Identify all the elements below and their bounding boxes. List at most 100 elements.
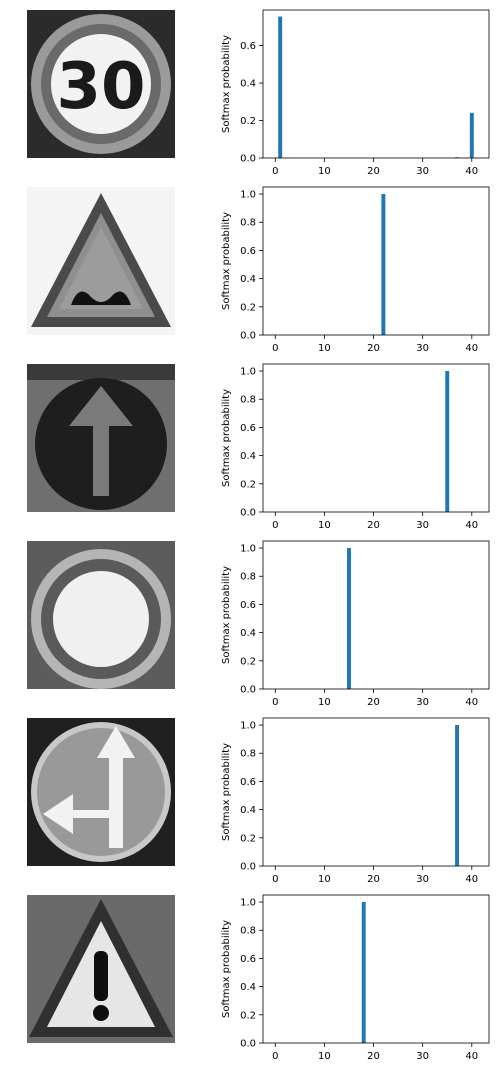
x-tick-label: 10 xyxy=(318,874,331,884)
x-tick-label: 0 xyxy=(272,166,278,176)
bar xyxy=(381,194,386,335)
y-tick-label: 0.0 xyxy=(240,862,256,873)
y-tick-label: 0.2 xyxy=(240,833,256,844)
y-tick-label: 1.0 xyxy=(240,544,256,555)
y-tick-label: 0.8 xyxy=(240,572,256,583)
go-straight-or-left-sign-image xyxy=(27,718,175,866)
y-tick-label: 0.6 xyxy=(240,41,256,52)
y-tick-label: 0.6 xyxy=(240,246,256,257)
general-caution-sign-image xyxy=(27,895,175,1043)
x-tick-label: 30 xyxy=(416,166,429,176)
x-tick-label: 30 xyxy=(416,1051,429,1061)
x-tick-label: 20 xyxy=(367,166,380,176)
bumpy-road-icon xyxy=(27,187,175,335)
x-tick-label: 40 xyxy=(465,874,478,884)
x-tick-label: 40 xyxy=(465,520,478,530)
no-vehicles-icon xyxy=(27,541,175,689)
y-tick-label: 0.6 xyxy=(240,423,256,434)
speed-limit-30-sign-image: 30 xyxy=(27,10,175,158)
x-tick-label: 40 xyxy=(465,343,478,353)
y-tick-label: 1.0 xyxy=(240,367,256,378)
x-tick-label: 20 xyxy=(367,343,380,353)
y-tick-label: 0.8 xyxy=(240,218,256,229)
speed-limit-30-icon: 30 xyxy=(27,10,175,158)
y-tick-label: 1.0 xyxy=(240,190,256,201)
chart-3: 0 10 20 30 40 0.0 0.2 0.4 0.6 0.8 1.0 Softmax proba… xyxy=(215,360,495,531)
no-vehicles-sign-image xyxy=(27,541,175,689)
y-axis-label: Softmax probability xyxy=(221,35,232,133)
y-axis-label: Softmax probability xyxy=(221,743,232,841)
axes-frame xyxy=(262,363,490,513)
softmax-bar-chart-2: 0 10 20 30 40 0.0 0.2 0.4 0.6 0.8 1.0 Softmax proba… xyxy=(221,186,490,354)
y-tick-label: 0.4 xyxy=(240,451,256,462)
bar xyxy=(445,371,450,512)
y-tick-label: 0.4 xyxy=(240,982,256,993)
bumpy-road-sign-image xyxy=(27,187,175,335)
y-tick-label: 0.4 xyxy=(240,274,256,285)
axes-frame xyxy=(262,186,490,336)
y-tick-label: 0.4 xyxy=(240,805,256,816)
chart-5: 0 10 20 30 40 0.0 0.2 0.4 0.6 0.8 1.0 Softmax proba… xyxy=(215,714,495,885)
x-tick-label: 20 xyxy=(367,520,380,530)
chart-1: 0 10 20 30 40 0.0 0.2 0.4 0.6 Softmax probability xyxy=(215,6,495,177)
bar xyxy=(361,902,366,1043)
y-tick-label: 0.2 xyxy=(240,302,256,313)
softmax-bar-chart-5: 0 10 20 30 40 0.0 0.2 0.4 0.6 0.8 1.0 Softmax proba… xyxy=(221,717,490,885)
x-tick-label: 30 xyxy=(416,520,429,530)
y-tick-label: 0.6 xyxy=(240,600,256,611)
general-caution-icon xyxy=(27,895,175,1043)
y-axis-label: Softmax probability xyxy=(221,212,232,310)
x-tick-label: 0 xyxy=(272,343,278,353)
bar xyxy=(347,548,351,689)
x-tick-label: 30 xyxy=(416,697,429,707)
y-tick-label: 0.6 xyxy=(240,954,256,965)
chart-4: 0 10 20 30 40 0.0 0.2 0.4 0.6 0.8 1.0 Softmax proba… xyxy=(215,537,495,708)
x-tick-label: 40 xyxy=(465,697,478,707)
svg-text:30: 30 xyxy=(56,50,145,124)
x-tick-label: 10 xyxy=(318,166,331,176)
y-tick-label: 0.0 xyxy=(240,508,256,519)
x-tick-label: 10 xyxy=(318,697,331,707)
y-tick-label: 0.2 xyxy=(240,479,256,490)
axes-frame xyxy=(262,540,490,690)
x-tick-label: 20 xyxy=(367,697,380,707)
x-tick-label: 10 xyxy=(318,343,331,353)
x-tick-label: 10 xyxy=(318,1051,331,1061)
ahead-only-icon xyxy=(27,364,175,512)
y-tick-label: 0.2 xyxy=(240,1010,256,1021)
y-tick-label: 0.0 xyxy=(240,154,256,165)
chart-2: 0 10 20 30 40 0.0 0.2 0.4 0.6 0.8 1.0 Softmax proba… xyxy=(215,183,495,354)
y-axis-label: Softmax probability xyxy=(221,920,232,1018)
bar xyxy=(278,16,283,158)
y-axis-label: Softmax probability xyxy=(221,389,232,487)
y-tick-label: 0.4 xyxy=(240,79,256,90)
x-tick-label: 20 xyxy=(367,1051,380,1061)
y-tick-label: 0.6 xyxy=(240,777,256,788)
y-tick-label: 0.8 xyxy=(240,395,256,406)
softmax-bar-chart-3: 0 10 20 30 40 0.0 0.2 0.4 0.6 0.8 1.0 Softmax proba… xyxy=(221,363,490,531)
axes-frame xyxy=(262,894,490,1044)
x-tick-label: 0 xyxy=(272,697,278,707)
chart-6: 0 10 20 30 40 0.0 0.2 0.4 0.6 0.8 1.0 Softmax proba… xyxy=(215,891,495,1062)
x-tick-label: 20 xyxy=(367,874,380,884)
y-tick-label: 0.0 xyxy=(240,1039,256,1050)
x-tick-label: 0 xyxy=(272,874,278,884)
softmax-bar-chart-4: 0 10 20 30 40 0.0 0.2 0.4 0.6 0.8 1.0 Softmax proba… xyxy=(221,540,490,708)
x-tick-label: 40 xyxy=(465,1051,478,1061)
bar xyxy=(469,112,474,158)
x-tick-label: 10 xyxy=(318,520,331,530)
softmax-bar-chart-6: 0 10 20 30 40 0.0 0.2 0.4 0.6 0.8 1.0 Softmax proba… xyxy=(221,894,490,1062)
ahead-only-sign-image xyxy=(27,364,175,512)
y-tick-label: 0.0 xyxy=(240,331,256,342)
y-tick-label: 0.4 xyxy=(240,628,256,639)
y-tick-label: 0.0 xyxy=(240,685,256,696)
y-tick-label: 0.2 xyxy=(240,116,256,127)
y-tick-label: 0.2 xyxy=(240,656,256,667)
axes-frame xyxy=(262,9,490,159)
x-tick-label: 0 xyxy=(272,1051,278,1061)
y-tick-label: 0.8 xyxy=(240,926,256,937)
x-tick-label: 0 xyxy=(272,520,278,530)
x-tick-label: 30 xyxy=(416,343,429,353)
axes-frame xyxy=(262,717,490,867)
y-axis-label: Softmax probability xyxy=(221,566,232,664)
